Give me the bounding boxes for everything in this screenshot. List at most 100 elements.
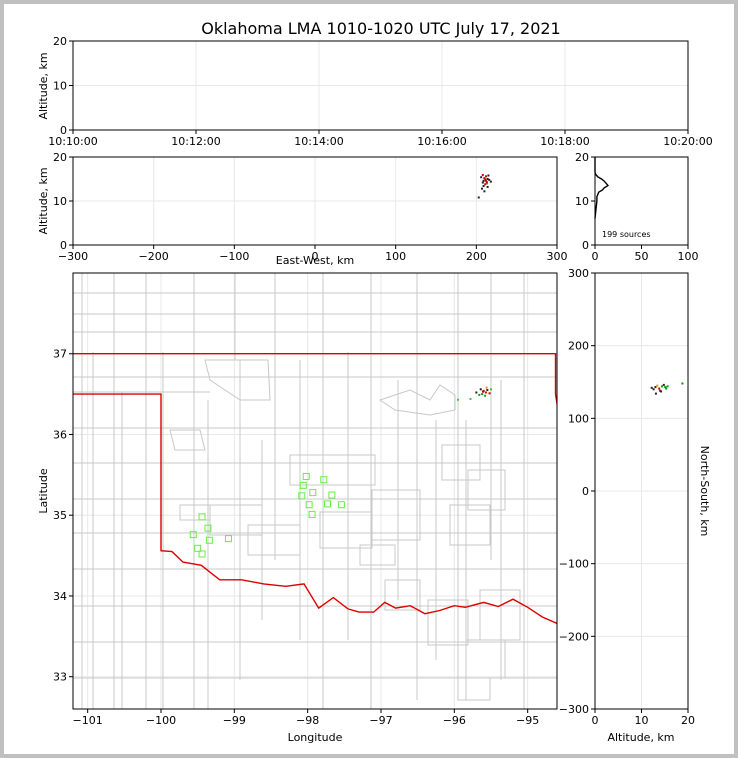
alt-ns-point-8 — [650, 386, 653, 389]
station-marker-15 — [194, 544, 202, 552]
time-altitude-panel: 10:10:00 10:12:00 10:14:00 10:16:00 10:18:00… — [37, 35, 713, 148]
station-marker-4 — [320, 476, 328, 484]
p1-xtick-label-5: 10:20:00 — [663, 135, 712, 148]
east-west-altitude-xlabel: East-West, km — [276, 254, 354, 267]
ew-alt-point-4 — [484, 183, 487, 186]
plan-view-point-12 — [485, 386, 488, 389]
alt-ns-point-9 — [666, 385, 669, 388]
p5-ytick-label-2: −100 — [559, 558, 589, 571]
time-altitude-ylabel: Altitude, km — [37, 52, 50, 119]
east-west-altitude-panel: −300 −200 −100 0 100 200 300 0 10 20 Altitude, k… — [37, 151, 568, 267]
ew-alt-point-8 — [483, 190, 486, 193]
alt-ns-point-10 — [681, 382, 684, 385]
p4-ytick-label-4: 37 — [53, 348, 67, 361]
p2-xtick-label-2: −100 — [219, 250, 249, 263]
county-boundaries — [73, 273, 557, 709]
station-marker-11 — [204, 524, 212, 532]
plan-view-frame — [72, 272, 558, 710]
p4-ytick-label-2: 35 — [53, 509, 67, 522]
alt-ns-point-3 — [664, 386, 667, 389]
east-west-altitude-x-ticks: −300 −200 −100 0 100 200 300 — [58, 245, 568, 263]
ew-alt-point-0 — [483, 177, 486, 180]
p2-ytick-label-2: 20 — [53, 151, 67, 164]
plan-view-y-ticks: 33 34 35 36 37 — [53, 348, 73, 684]
alt-ns-point-2 — [660, 385, 663, 388]
p4-ytick-label-1: 34 — [53, 590, 67, 603]
p1-ytick-label-1: 10 — [53, 80, 67, 93]
figure-title: Oklahoma LMA 1010-1020 UTC July 17, 2021 — [201, 19, 560, 38]
p5-ytick-label-6: 300 — [568, 267, 589, 280]
network-stations — [189, 472, 345, 558]
p2-ytick-label-0: 0 — [60, 239, 67, 252]
station-marker-0 — [302, 472, 310, 480]
station-marker-8 — [305, 501, 313, 509]
ew-alt-point-11 — [489, 180, 492, 183]
p5-ytick-label-1: −200 — [559, 630, 589, 643]
plan-view-point-2 — [481, 393, 484, 396]
plan-view-point-7 — [490, 388, 492, 391]
p3-xtick-label-1: 50 — [635, 250, 649, 263]
altitude-histogram-x-ticks: 0 50 100 — [592, 245, 699, 263]
p1-xtick-label-0: 10:10:00 — [48, 135, 97, 148]
p2-xtick-label-6: 300 — [547, 250, 568, 263]
altitude-histogram-y-ticks: 0 10 20 — [575, 151, 595, 252]
station-marker-6 — [323, 500, 331, 508]
p5-ytick-label-5: 200 — [568, 340, 589, 353]
plan-view-point-3 — [486, 389, 489, 392]
altitude-histogram-panel: 0 50 100 0 10 20 199 sources — [575, 151, 699, 263]
p5-ytick-label-0: −300 — [559, 703, 589, 716]
plan-view-x-ticks: −101 −100 −99 −98 −97 −96 −95 — [73, 709, 539, 727]
p3-ytick-label-0: 0 — [582, 239, 589, 252]
p4-ytick-label-3: 36 — [53, 428, 67, 441]
station-marker-7 — [337, 501, 345, 509]
altitude-north-south-ylabel: North-South, km — [698, 446, 711, 537]
plan-view-point-11 — [469, 397, 472, 400]
ew-alt-point-12 — [480, 176, 483, 179]
ew-alt-point-3 — [481, 181, 484, 184]
plan-view-point-5 — [484, 394, 487, 397]
plan-view-point-13 — [481, 390, 484, 393]
plan-view-point-10 — [457, 398, 459, 401]
p5-xtick-label-1: 10 — [635, 714, 649, 727]
ew-alt-point-19 — [481, 174, 484, 177]
p5-xtick-label-0: 0 — [592, 714, 599, 727]
station-marker-12 — [189, 531, 197, 539]
plan-view-point-8 — [479, 388, 482, 391]
altitude-north-south-panel: 0 10 20 −300 −200 −100 0 100 200 300 Altitude, k… — [559, 267, 711, 744]
plan-view-point-1 — [484, 391, 487, 394]
alt-ns-point-11 — [654, 392, 657, 395]
plan-view-points — [457, 386, 492, 401]
p4-xtick-label-6: −95 — [516, 714, 539, 727]
station-marker-2 — [298, 492, 306, 500]
ew-alt-point-7 — [480, 187, 483, 190]
east-west-altitude-ylabel: Altitude, km — [37, 167, 50, 234]
p2-xtick-label-5: 200 — [466, 250, 487, 263]
ew-alt-point-6 — [485, 182, 488, 185]
p5-xtick-label-2: 20 — [681, 714, 695, 727]
p1-xtick-label-4: 10:18:00 — [540, 135, 589, 148]
ew-alt-point-16 — [485, 181, 488, 184]
ew-alt-point-18 — [487, 174, 490, 177]
p4-xtick-label-0: −101 — [73, 714, 103, 727]
p2-ytick-label-1: 10 — [53, 195, 67, 208]
altitude-north-south-xlabel: Altitude, km — [607, 731, 674, 744]
ew-alt-point-5 — [482, 185, 485, 188]
p1-ytick-label-0: 0 — [60, 124, 67, 137]
plan-view-map — [73, 273, 557, 709]
station-marker-3 — [309, 489, 317, 497]
ew-alt-point-1 — [485, 179, 488, 182]
p4-xtick-label-2: −99 — [223, 714, 246, 727]
p5-ytick-label-3: 0 — [582, 485, 589, 498]
p4-xtick-label-3: −98 — [296, 714, 319, 727]
plan-view-point-9 — [475, 391, 478, 394]
alt-ns-point-4 — [652, 388, 655, 391]
altitude-north-south-points — [650, 382, 684, 395]
p3-xtick-label-2: 100 — [678, 250, 699, 263]
plan-view-panel: −101 −100 −99 −98 −97 −96 −95 33 34 35 36 37 Longi… — [37, 272, 558, 744]
alt-ns-point-0 — [654, 386, 657, 389]
time-altitude-x-ticks: 10:10:00 10:12:00 10:14:00 10:16:00 10:18:00… — [48, 130, 713, 148]
p4-xtick-label-4: −97 — [369, 714, 392, 727]
p2-xtick-label-0: −300 — [58, 250, 88, 263]
p3-ytick-label-1: 10 — [575, 195, 589, 208]
